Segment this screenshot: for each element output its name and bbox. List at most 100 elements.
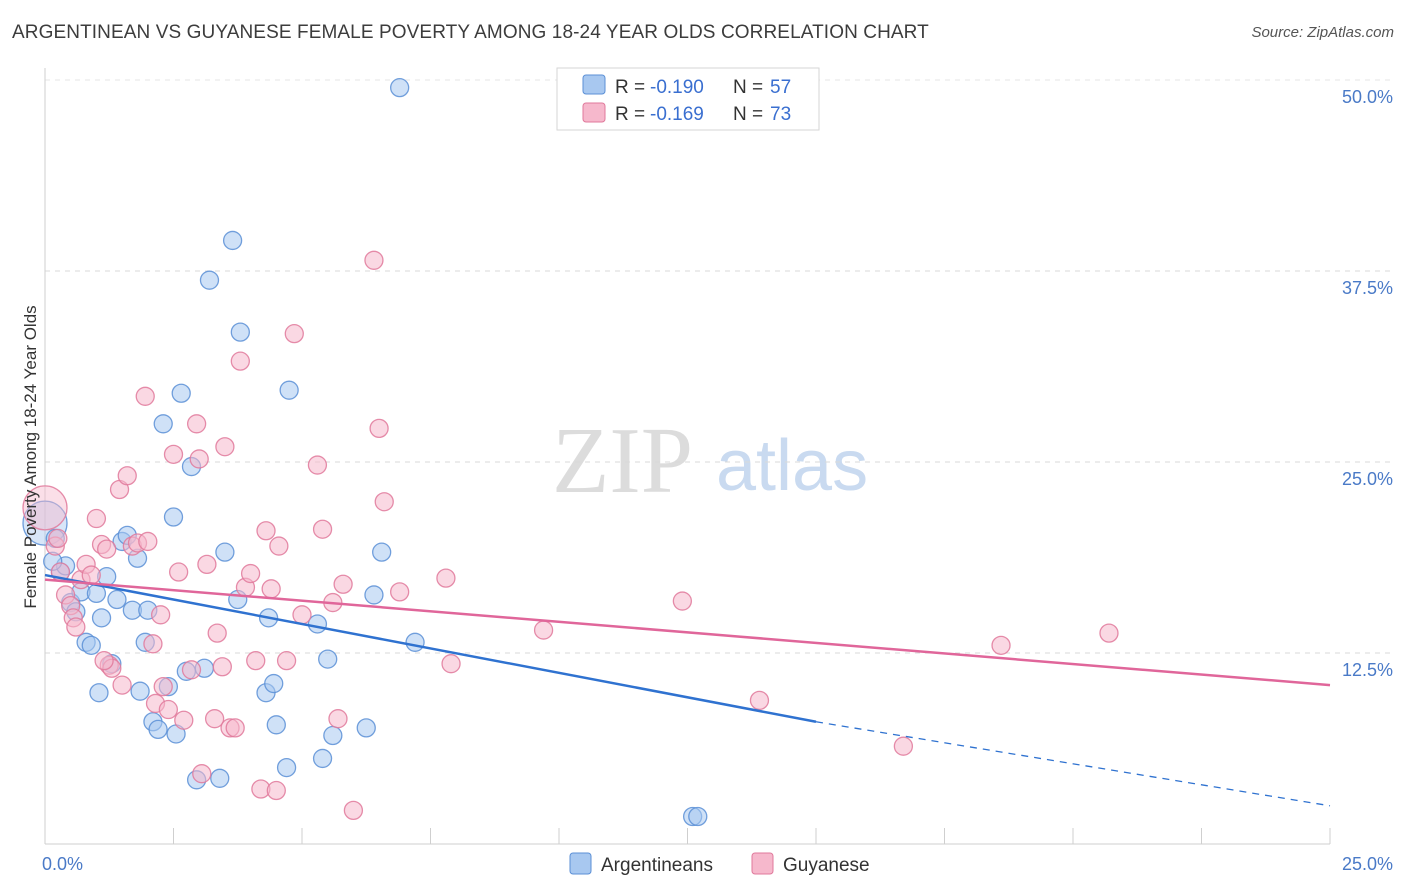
argentineans-point-40: [264, 673, 284, 694]
guyanese-point-50: [276, 650, 297, 671]
watermark-zip: ZIP: [552, 409, 693, 513]
guyanese-point-49: [269, 536, 289, 556]
argentineans-point-25: [163, 507, 184, 527]
argentineans-point-49: [364, 585, 384, 605]
argentineans-point-54: [688, 806, 708, 827]
guyanese-point-72: [94, 650, 114, 671]
legend-swatch-guyanese: [582, 102, 606, 123]
guyanese-point-34: [197, 554, 217, 575]
guyanese-point-22: [143, 634, 163, 654]
argentineans-point-8: [81, 635, 101, 656]
guyanese-point-36: [207, 623, 227, 643]
guyanese-point-54: [312, 519, 333, 539]
guyanese-point-47: [261, 579, 281, 599]
guyanese-point-20: [135, 386, 155, 406]
series-legend: Argentineans Guyanese: [569, 852, 870, 876]
watermark-atlas: atlas: [716, 426, 868, 506]
guyanese-point-30: [181, 660, 202, 680]
argentineans-point-35: [222, 230, 243, 251]
argentineans-point-45: [312, 748, 333, 769]
legend-n-value-argentineans: 57: [770, 77, 791, 98]
legend-n-label-argentineans: N =: [733, 77, 763, 98]
source-label: Source: ZipAtlas.com: [1251, 24, 1394, 41]
guyanese-point-57: [333, 574, 353, 594]
chart-title: ARGENTINEAN VS GUYANESE FEMALE POVERTY A…: [12, 22, 929, 43]
guyanese-point-52: [292, 605, 312, 625]
legend-r-value-argentineans: -0.190: [650, 77, 704, 98]
argentineans-point-10: [91, 608, 112, 628]
guyanese-point-59: [364, 250, 384, 270]
guyanese-point-65: [533, 620, 554, 640]
argentineans-point-13: [107, 589, 127, 610]
x-tick-label-max: 25.0%: [1342, 854, 1393, 874]
argentineans-point-51: [390, 77, 410, 98]
trend-lines: [44, 573, 1331, 807]
legend-r-value-guyanese: -0.169: [650, 104, 704, 125]
argentineans-point-41: [266, 715, 286, 735]
argentineans-point-27: [171, 383, 191, 403]
y-axis-title: Female Poverty Among 18-24 Year Olds: [21, 305, 40, 608]
guyanese-point-66: [672, 591, 693, 611]
guyanese-point-17: [117, 466, 137, 486]
guyanese-point-69: [991, 635, 1011, 656]
argentineans-point-34: [215, 542, 235, 562]
guyanese-point-67: [749, 690, 770, 711]
argentineans-point-33: [210, 768, 230, 788]
argentineans-point-56: [89, 683, 109, 703]
stats-legend: R = -0.190 N = 57 R = -0.169 N = 73: [556, 67, 820, 131]
guyanese-trend-line: [44, 578, 1331, 687]
guyanese-point-61: [374, 492, 394, 512]
guyanese-point-41: [230, 351, 250, 371]
guyanese-point-16: [112, 675, 132, 695]
argentineans-point-23: [153, 414, 173, 434]
guyanese-point-24: [150, 605, 171, 625]
y-tick-label-1: 25.0%: [1342, 469, 1393, 489]
guyanese-point-0: [22, 485, 68, 531]
guyanese-point-68: [893, 736, 914, 756]
argentineans-point-22: [148, 719, 168, 740]
guyanese-point-26: [158, 699, 179, 720]
argentineans-point-32: [199, 270, 220, 290]
series-legend-swatch-guyanese: [751, 852, 774, 875]
argentineans-point-50: [372, 542, 392, 562]
guyanese-point-25: [153, 676, 173, 697]
guyanese-point-21: [138, 531, 158, 552]
guyanese-point-37: [212, 657, 232, 677]
guyanese-point-10: [86, 508, 107, 529]
guyanese-point-60: [369, 418, 389, 439]
argentineans-point-52: [405, 632, 425, 652]
y-tick-label-3: 50.0%: [1342, 87, 1393, 107]
legend-r-label-guyanese: R =: [615, 104, 645, 125]
legend-r-label-argentineans: R =: [615, 77, 645, 98]
guyanese-point-43: [240, 563, 261, 584]
guyanese-point-56: [328, 709, 348, 729]
guyanese-point-35: [204, 709, 225, 729]
x-tick-label-min: 0.0%: [42, 854, 83, 874]
guyanese-point-31: [186, 414, 207, 434]
argentineans-point-43: [279, 380, 299, 400]
series-legend-swatch-argentineans: [569, 852, 592, 875]
guyanese-points: [22, 250, 1119, 821]
series-legend-label-argentineans: Argentineans: [601, 855, 713, 876]
guyanese-point-58: [343, 800, 364, 821]
guyanese-point-64: [436, 568, 456, 588]
guyanese-point-12: [97, 539, 117, 559]
watermark: ZIP atlas: [552, 409, 868, 513]
guyanese-point-40: [225, 718, 245, 738]
argentineans-point-46: [318, 649, 338, 669]
legend-swatch-argentineans: [582, 74, 606, 95]
guyanese-point-53: [307, 455, 328, 475]
series-legend-label-guyanese: Guyanese: [783, 855, 870, 876]
legend-n-value-guyanese: 73: [770, 104, 791, 125]
argentineans-point-47: [323, 725, 343, 746]
argentineans-trend-line: [44, 573, 817, 723]
guyanese-point-9: [81, 565, 101, 585]
guyanese-point-71: [48, 528, 68, 549]
guyanese-point-29: [174, 710, 194, 730]
guyanese-point-32: [189, 449, 209, 469]
guyanese-point-48: [266, 780, 286, 801]
axes: [44, 68, 1331, 845]
guyanese-point-63: [441, 654, 461, 674]
guyanese-point-44: [246, 650, 266, 671]
